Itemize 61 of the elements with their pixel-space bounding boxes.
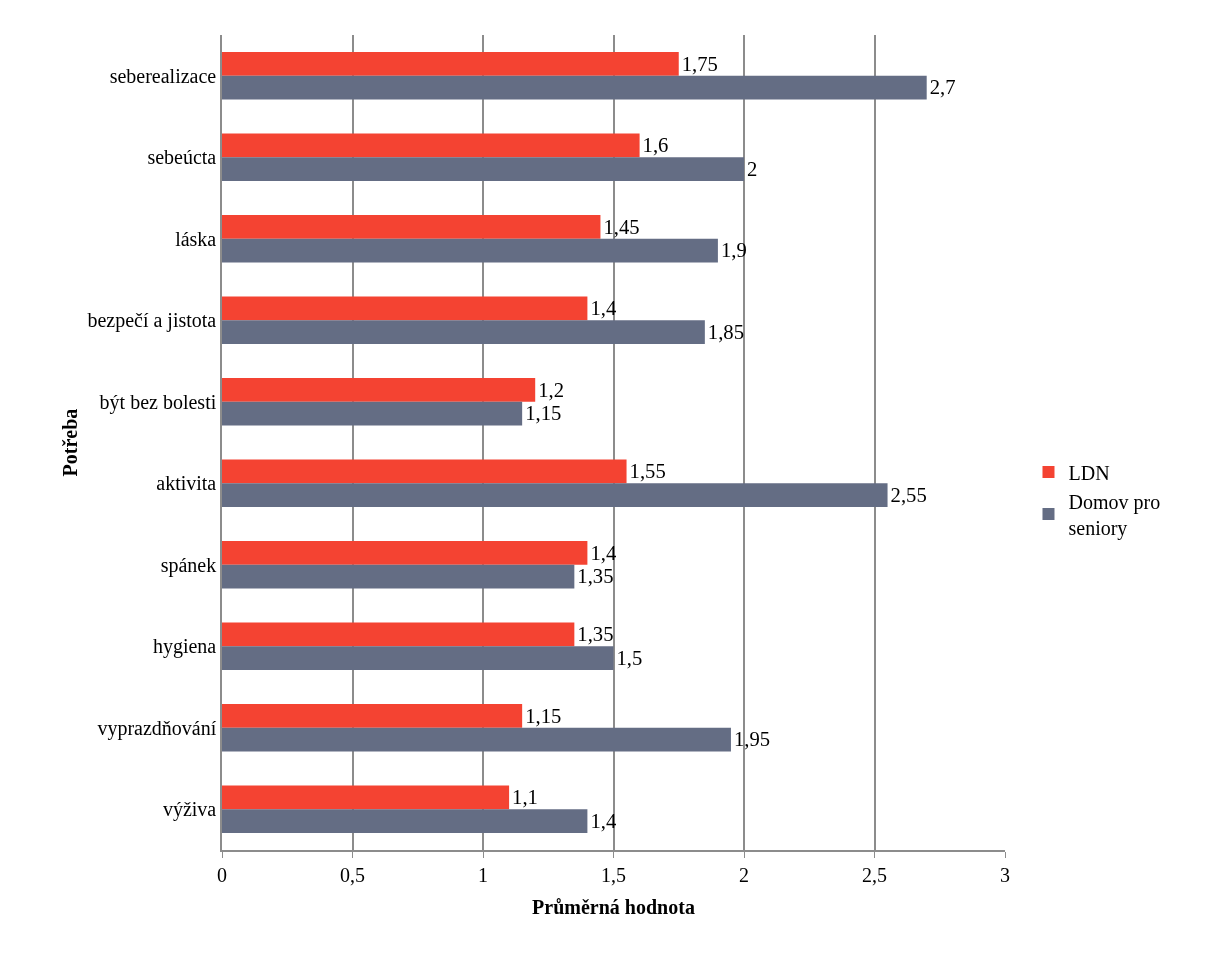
legend-label: LDN: [1068, 461, 1110, 484]
x-tick-label: 1,5: [601, 863, 626, 886]
data-label: 2: [747, 157, 758, 180]
data-label: 1,9: [720, 239, 747, 262]
bar: [222, 459, 627, 484]
y-tick-label: sebeúcta: [147, 146, 217, 169]
y-tick-label: seberealizace: [109, 64, 217, 87]
data-label: 1,95: [733, 728, 771, 751]
data-label: 1,35: [577, 565, 614, 588]
bar: [222, 296, 588, 321]
y-tick-label: být bez bolesti: [99, 390, 217, 414]
data-label: 1,55: [629, 460, 666, 483]
data-label: 1,5: [616, 646, 643, 669]
bar: [222, 564, 575, 589]
x-tick-label: 3: [1000, 863, 1010, 886]
data-label: 1,35: [577, 623, 614, 646]
data-label: 1,45: [603, 215, 640, 238]
bar: [222, 401, 523, 426]
y-tick-label: bezpečí a jistota: [87, 309, 217, 333]
bar: [222, 320, 705, 344]
y-tick-label: výživa: [162, 798, 217, 822]
data-label: 1,75: [681, 52, 718, 75]
x-axis-title: Průměrná hodnota: [532, 895, 695, 918]
bar: [222, 157, 744, 181]
x-tick-label: 0,5: [340, 863, 365, 886]
data-label: 2,55: [890, 483, 927, 506]
data-label: 1,1: [512, 786, 538, 809]
data-label: 1,15: [525, 402, 562, 425]
bar: [222, 727, 731, 752]
y-tick-label: vyprazdňování: [97, 716, 217, 740]
data-label: 1,4: [590, 809, 617, 832]
y-tick-label: spánek: [160, 553, 217, 577]
bar: [222, 215, 601, 239]
x-tick-label: 2,5: [862, 863, 887, 886]
data-label: 1,15: [525, 704, 562, 727]
data-label: 1,2: [538, 378, 565, 401]
x-tick-label: 0: [217, 863, 227, 886]
y-tick-label: hygiena: [152, 635, 217, 659]
bar: [222, 646, 614, 670]
y-tick-label: aktivita: [156, 472, 217, 495]
bar: [222, 133, 640, 158]
bar: [222, 75, 927, 100]
data-label: 1,4: [590, 541, 617, 564]
legend-label: Domov pro seniory: [1068, 490, 1161, 540]
bar: [222, 785, 510, 810]
y-axis-title: Potřeba: [59, 408, 82, 477]
bar: [222, 378, 536, 402]
x-tick-label: 2: [739, 863, 749, 886]
bar: [222, 809, 588, 833]
bar: [222, 483, 888, 507]
y-tick-label: láska: [175, 227, 217, 250]
bar: [222, 238, 718, 263]
data-label: 2,7: [929, 76, 956, 99]
x-tick-label: 1: [478, 863, 488, 886]
bar: [222, 704, 523, 728]
bar: [222, 541, 588, 565]
data-label: 1,4: [590, 297, 617, 320]
data-label: 1,6: [642, 134, 669, 157]
bar: [222, 52, 679, 76]
data-label: 1,85: [707, 320, 745, 343]
bar: [222, 622, 575, 647]
